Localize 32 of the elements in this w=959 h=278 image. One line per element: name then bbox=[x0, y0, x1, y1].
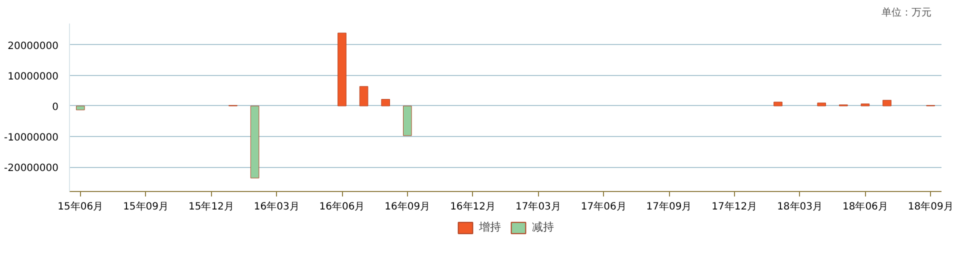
x-tick-label: 18年06月 bbox=[842, 200, 888, 212]
y-tick-label: 10000000 bbox=[8, 71, 59, 82]
text: 单位：万元 bbox=[882, 6, 932, 18]
bar bbox=[338, 32, 346, 106]
x-tick-label: 15年09月 bbox=[123, 200, 169, 212]
x-tick-label: 15年12月 bbox=[188, 200, 234, 212]
x-tick-label: 16年12月 bbox=[450, 200, 496, 212]
legend-label: 减持 bbox=[532, 220, 554, 234]
x-tick-label: 16年03月 bbox=[254, 200, 300, 212]
x-tick-label: 17年03月 bbox=[515, 200, 561, 212]
y-tick-label: -10000000 bbox=[4, 132, 59, 144]
legend-label: 增持 bbox=[479, 220, 501, 234]
x-tick-label: 16年09月 bbox=[384, 200, 430, 212]
bar bbox=[882, 100, 892, 106]
bar bbox=[860, 104, 870, 106]
bar bbox=[774, 102, 782, 106]
x-tick-label: 16年06月 bbox=[319, 200, 365, 212]
x-tick-label: 17年12月 bbox=[712, 200, 758, 212]
bar bbox=[359, 86, 368, 106]
x-tick-label: 18年09月 bbox=[908, 200, 954, 212]
x-tick-label: 18年03月 bbox=[777, 200, 823, 212]
x-tick-label: 15年06月 bbox=[58, 200, 104, 212]
y-tick-label: 20000000 bbox=[8, 40, 59, 52]
y-tick-label: -20000000 bbox=[4, 163, 59, 174]
bar bbox=[403, 106, 412, 136]
bar bbox=[250, 106, 260, 178]
bar bbox=[381, 99, 390, 106]
y-tick-label: 0 bbox=[52, 102, 59, 113]
bar bbox=[76, 106, 85, 110]
x-tick-label: 17年06月 bbox=[580, 200, 626, 212]
bar bbox=[817, 102, 826, 106]
x-tick-label: 17年09月 bbox=[646, 200, 692, 212]
